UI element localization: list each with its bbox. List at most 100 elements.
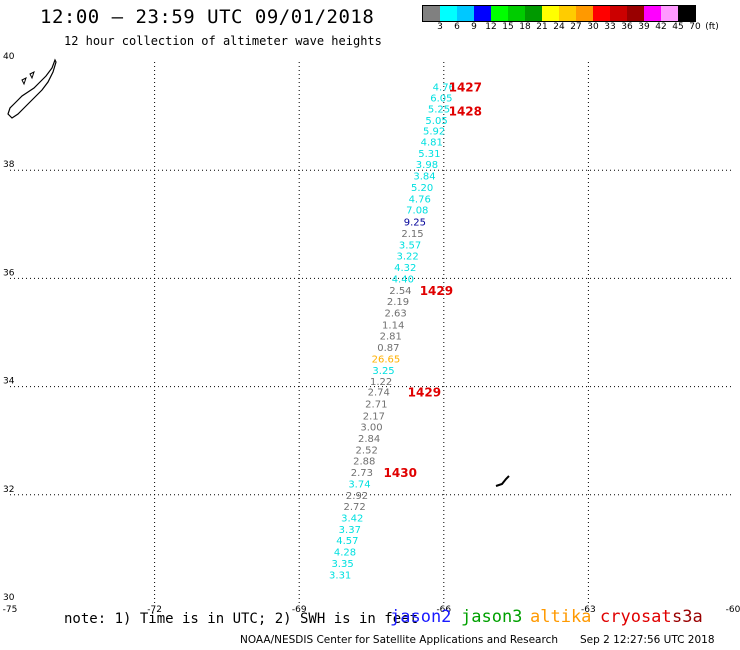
wave-height-value: 4.40 [392, 274, 414, 285]
satellite-name: s3a [672, 607, 703, 627]
wave-height-value: 2.92 [346, 491, 368, 502]
wave-height-value: 4.28 [334, 548, 356, 559]
legend-color-cell [593, 6, 610, 21]
legend-label: 6 [454, 22, 460, 32]
legend-label: 42 [655, 22, 667, 32]
legend-label: (ft) [705, 22, 719, 32]
x-tick-label: -72 [147, 605, 162, 615]
chart-subtitle: 12 hour collection of altimeter wave hei… [64, 34, 382, 48]
legend-color-cell [678, 6, 695, 21]
x-tick-label: -66 [436, 605, 451, 615]
legend-label: 21 [536, 22, 548, 32]
legend-color-cell [610, 6, 627, 21]
x-tick-label: -63 [581, 605, 596, 615]
wave-height-value: 2.63 [384, 308, 406, 319]
y-tick-label: 40 [3, 52, 15, 62]
wave-height-value: 2.81 [380, 332, 402, 343]
wave-height-value: 2.72 [343, 502, 365, 513]
legend-label: 24 [553, 22, 565, 32]
legend-label: 70 [689, 22, 701, 32]
wave-height-value: 3.00 [360, 423, 382, 434]
pass-time-label: 1429 [420, 284, 453, 298]
wave-height-value: 2.71 [365, 399, 387, 410]
wave-height-points: 4.766.055.255.055.924.815.313.983.845.20… [329, 82, 455, 581]
legend-color-cell [576, 6, 593, 21]
wave-height-value: 2.73 [351, 468, 373, 479]
wave-height-value: 3.84 [413, 172, 435, 183]
pass-time-label: 1430 [384, 466, 417, 480]
pass-time-label: 1427 [449, 80, 482, 94]
y-tick-label: 30 [3, 593, 15, 603]
legend-label: 33 [604, 22, 616, 32]
pass-time-label: 1429 [408, 385, 441, 399]
wave-height-value: 5.31 [418, 149, 440, 160]
wave-height-value: 2.52 [356, 445, 378, 456]
x-tick-label: -69 [292, 605, 307, 615]
legend-color-cell [525, 6, 542, 21]
wave-height-value: 3.98 [416, 160, 438, 171]
y-tick-label: 36 [3, 268, 15, 278]
footer-credit: NOAA/NESDIS Center for Satellite Applica… [240, 634, 558, 646]
wave-height-value: 1.22 [370, 377, 392, 388]
wave-height-value: 2.54 [389, 286, 411, 297]
color-scale-legend [422, 5, 696, 22]
bermuda-shape [495, 475, 510, 487]
legend-label: 30 [587, 22, 599, 32]
coastline-shape [7, 58, 57, 119]
wave-height-value: 3.35 [331, 559, 353, 570]
wave-height-value: 26.65 [372, 354, 401, 365]
wave-height-value: 3.31 [329, 570, 351, 581]
wave-height-value: 5.25 [428, 105, 450, 116]
y-tick-label: 34 [3, 377, 15, 387]
legend-label: 39 [638, 22, 650, 32]
satellite-name: jason2 [390, 607, 452, 627]
x-tick-label: -75 [3, 605, 18, 615]
legend-color-cell [661, 6, 678, 21]
pass-time-labels: 1427 1428 1429 1429 1430 [384, 80, 482, 480]
wave-height-value: 4.76 [409, 194, 431, 205]
wave-height-value: 3.37 [339, 525, 361, 536]
legend-label: 3 [437, 22, 443, 32]
wave-height-value: 2.84 [358, 434, 380, 445]
legend-label: 15 [502, 22, 514, 32]
wave-height-value: 2.74 [368, 387, 390, 398]
legend-color-cell [457, 6, 474, 21]
wave-height-value: 3.25 [372, 366, 394, 377]
wave-height-value: 5.20 [411, 183, 433, 194]
wave-height-value: 5.05 [425, 116, 447, 127]
wave-height-value: 9.25 [404, 218, 426, 229]
legend-color-cell [627, 6, 644, 21]
legend-label: 45 [672, 22, 684, 32]
coastline-shapes [7, 58, 510, 487]
legend-color-cell [542, 6, 559, 21]
legend-label: 27 [570, 22, 582, 32]
y-tick-label: 32 [3, 485, 14, 495]
legend-color-cell [559, 6, 576, 21]
wave-height-value: 2.17 [363, 411, 385, 422]
wave-height-value: 1.14 [382, 320, 404, 331]
axis-tick-labels: -75 -72 -69 -66 -63 -60 30 32 34 36 38 40 [3, 52, 740, 615]
wave-height-value: 2.19 [387, 297, 409, 308]
legend-color-cell [491, 6, 508, 21]
footer-timestamp: Sep 2 12:27:56 UTC 2018 [580, 634, 715, 646]
wave-height-value: 2.15 [401, 229, 423, 240]
legend-label: 36 [621, 22, 633, 32]
wave-height-value: 3.22 [397, 252, 419, 263]
coastline-islands [21, 71, 35, 86]
wave-height-value: 4.81 [421, 138, 443, 149]
x-tick-label: -60 [726, 605, 740, 615]
legend-label: 9 [471, 22, 477, 32]
grid-lines [10, 62, 733, 603]
legend-label: 18 [519, 22, 531, 32]
wave-height-value: 3.57 [399, 240, 421, 251]
wave-height-value: 5.92 [423, 127, 445, 138]
y-tick-label: 38 [3, 160, 15, 170]
legend-color-cell [508, 6, 525, 21]
legend-color-cell [440, 6, 457, 21]
wave-height-value: 7.08 [406, 206, 428, 217]
wave-height-value: 4.76 [433, 82, 455, 93]
legend-color-cell [423, 6, 440, 21]
satellite-name: jason3 [461, 607, 523, 627]
